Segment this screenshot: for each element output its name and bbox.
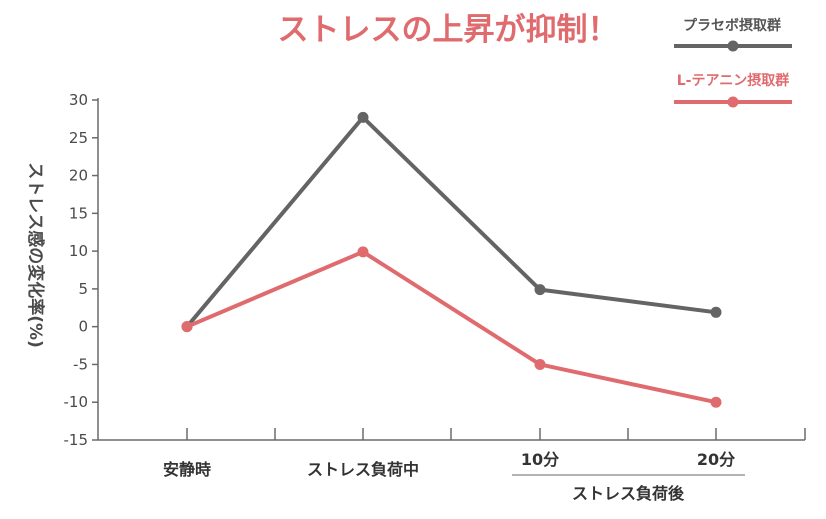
- x-ticks: [186, 428, 806, 440]
- legend-label-theanine: L-テアニン摂取群: [677, 72, 789, 89]
- y-tick-label: 25: [69, 129, 88, 147]
- data-point-theanine-2: [534, 358, 546, 370]
- data-point-theanine-3: [710, 396, 722, 408]
- y-tick-label: -15: [64, 431, 89, 449]
- legend-marker-placebo: [727, 40, 739, 52]
- x-tick-label-20min: 20分: [697, 450, 735, 469]
- data-point-placebo-1: [357, 111, 369, 123]
- data-point-placebo-2: [534, 284, 546, 296]
- category-group-label: ストレス負荷後: [572, 484, 685, 503]
- series-layer: [181, 111, 722, 408]
- y-tick-label: 10: [69, 242, 88, 260]
- y-tick-label: 30: [69, 91, 88, 109]
- data-point-placebo-3: [710, 306, 722, 318]
- series-line-placebo: [185, 115, 717, 328]
- data-point-theanine-1: [357, 246, 369, 258]
- legend: プラセボ摂取群 L-テアニン摂取群: [674, 17, 792, 108]
- data-point-theanine-0: [181, 321, 193, 333]
- y-axis-label: ストレス感の変化率(%): [25, 162, 46, 348]
- legend-label-placebo: プラセボ摂取群: [683, 17, 781, 34]
- y-tick-label: 15: [69, 204, 88, 222]
- y-tick-label: -10: [64, 393, 89, 411]
- chart-title: ストレスの上昇が抑制！: [278, 12, 619, 48]
- legend-marker-theanine: [727, 96, 739, 108]
- y-tick-label: -5: [73, 355, 88, 373]
- y-ticks: 30 25 20 15 10 5 0 -5 -10 -15: [64, 91, 98, 449]
- y-tick-label: 20: [69, 167, 88, 185]
- y-tick-label: 5: [78, 280, 88, 298]
- y-tick-label: 0: [78, 318, 88, 336]
- series-line-theanine: [186, 249, 717, 405]
- x-tick-label-rest: 安静時: [163, 460, 211, 479]
- x-tick-label-10min: 10分: [521, 450, 559, 469]
- x-tick-label-under-stress: ストレス負荷中: [307, 460, 419, 479]
